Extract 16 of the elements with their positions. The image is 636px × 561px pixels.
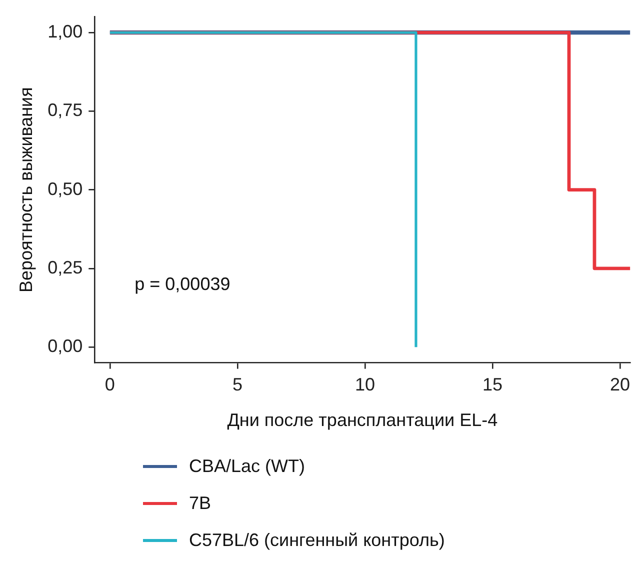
- y-tick-label: 0,25: [48, 257, 83, 278]
- y-tick-label: 0,75: [48, 100, 83, 120]
- y-axis-title: Вероятность выживания: [16, 87, 36, 292]
- x-axis-title: Дни после трансплантации EL-4: [227, 410, 498, 430]
- x-tick-label: 15: [482, 374, 502, 395]
- legend-label: C57BL/6 (сингенный контроль): [189, 530, 445, 551]
- legend-label: 7B: [189, 493, 212, 514]
- annotation: p = 0,00039: [134, 274, 230, 294]
- x-tick-label: 20: [610, 374, 630, 395]
- y-tick-label: 0,00: [48, 336, 83, 356]
- x-tick-label: 5: [232, 374, 242, 395]
- y-tick-label: 0,50: [48, 178, 83, 199]
- legend-label: CBA/Lac (WT): [189, 456, 306, 477]
- y-tick-label: 1,00: [48, 21, 83, 42]
- x-tick-label: 10: [354, 374, 375, 395]
- x-tick-label: 0: [104, 374, 115, 395]
